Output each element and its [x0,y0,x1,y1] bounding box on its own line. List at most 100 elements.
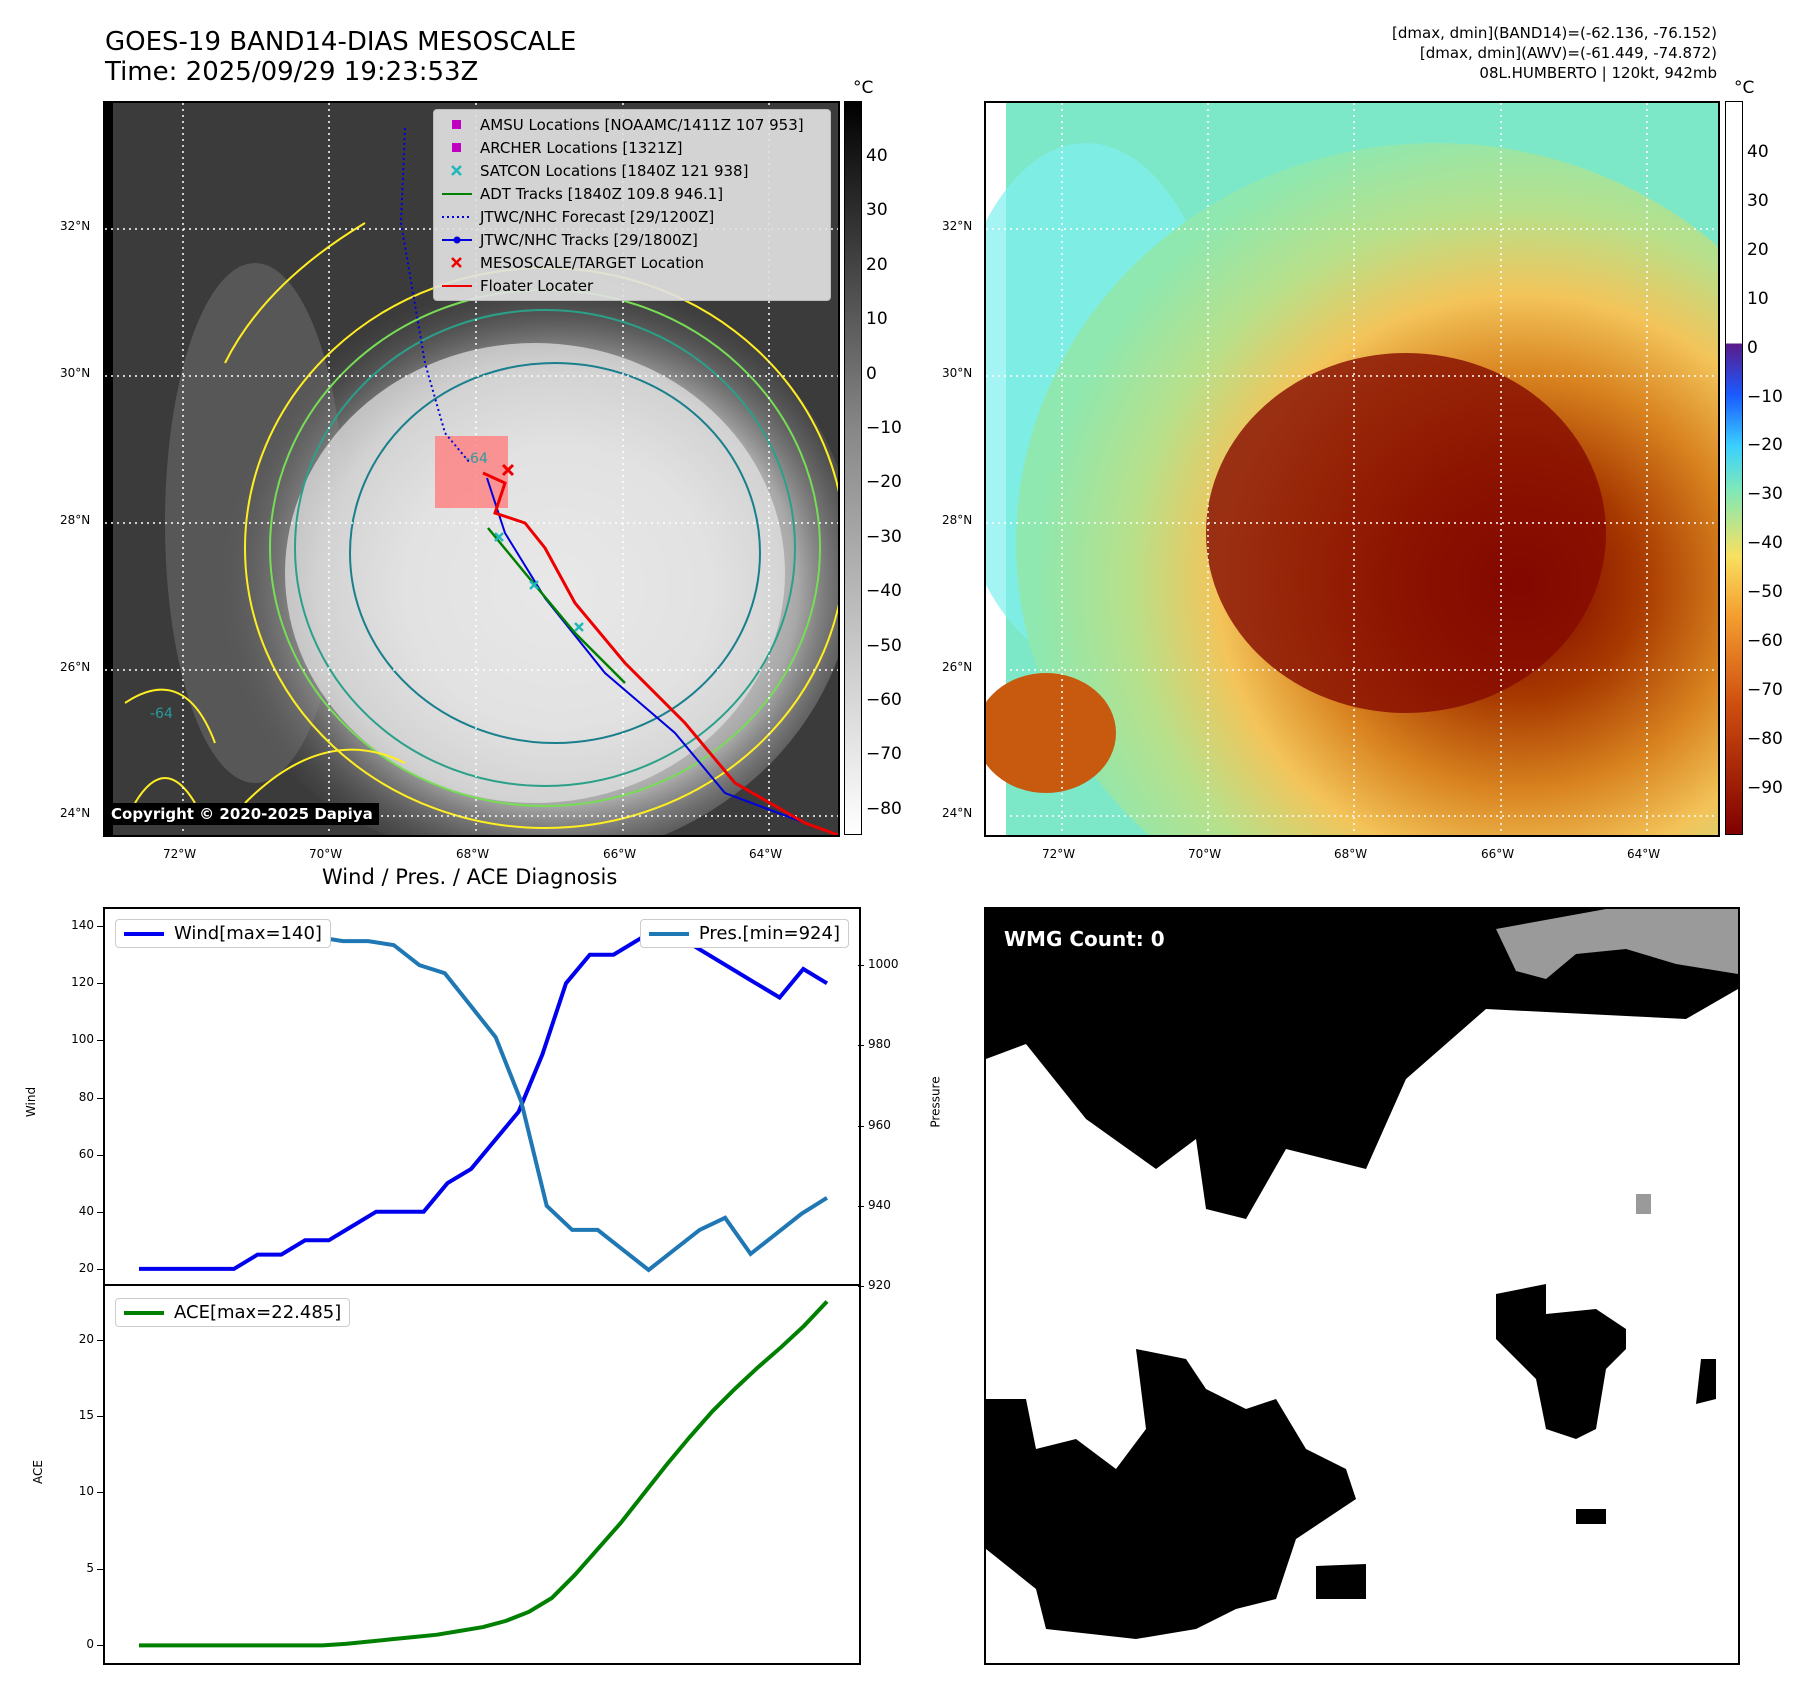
y-tick-label: 920 [868,1278,891,1292]
adt-track [487,527,626,684]
lon-tick-label: 70°W [1188,847,1222,861]
diagnosis-title: Wind / Pres. / ACE Diagnosis [322,865,618,889]
ir-colorbar-unit: °C [853,78,874,98]
legend-symbol-square [442,119,472,131]
legend-row: MESOSCALE/TARGET Location [434,251,830,274]
pres-axis-label: Pressure [928,1076,943,1128]
copyright-label: Copyright © 2020-2025 Dapiya [105,803,379,825]
lon-tick-label: 68°W [456,847,490,861]
y-tick-mark [858,1045,864,1047]
legend-row: ARCHER Locations [1321Z] [434,136,830,159]
floater-track [482,471,838,835]
y-tick-label: 15 [78,1408,94,1422]
y-tick-label: 60 [78,1146,94,1161]
legend-row: Floater Locater [434,274,830,297]
y-tick-label: 1000 [868,957,899,972]
legend-label: JTWC/NHC Forecast [29/1200Z] [480,207,715,226]
colorbar-tick-label: −10 [1747,386,1783,407]
lat-tick-label: 28°N [942,513,973,527]
lon-tick-label: 66°W [1481,847,1515,861]
y-tick-label: 980 [868,1037,891,1052]
colorbar-tick-label: −90 [1747,777,1783,798]
colorbar-tick-label: −20 [1747,435,1783,456]
legend-row: ADT Tracks [1840Z 109.8 946.1] [434,182,830,205]
pres-legend-swatch [648,931,689,936]
wind-legend-swatch [124,931,164,936]
pres-legend-label: Pres.[min=924] [698,923,840,944]
y-tick-mark [97,1154,103,1156]
legend-symbol-square [442,142,472,154]
ace-legend-swatch [124,1310,164,1315]
legend-label: ADT Tracks [1840Z 109.8 946.1] [480,184,724,203]
pres-legend: Pres.[min=924] [639,919,849,948]
lon-tick-label: 72°W [1042,847,1076,861]
awv-map [984,101,1720,837]
colorbar-tick-label: −60 [1747,631,1783,651]
wmg-count-label: WMG Count: 0 [1004,927,1165,951]
colorbar-tick-label: −60 [866,690,902,710]
y-tick-mark [97,983,103,985]
legend-label: Floater Locater [480,276,594,295]
lat-tick-label: 32°N [60,219,91,233]
lon-tick-label: 64°W [749,847,783,861]
colorbar-tick-label: 20 [1747,239,1769,260]
legend-symbol-line [442,280,472,292]
colorbar-tick-label: −80 [1747,728,1783,749]
colorbar-tick-label: −40 [1747,533,1783,554]
ir-legend: AMSU Locations [NOAAMC/1411Z 107 953] ARC… [433,109,831,301]
legend-symbol-line [442,188,472,200]
wmg-panel: WMG Count: 0 [984,907,1740,1665]
colorbar-tick-label: 0 [1747,337,1758,358]
legend-row: JTWC/NHC Forecast [29/1200Z] [434,205,830,228]
awv-colorbar-unit: °C [1734,78,1755,98]
legend-row: AMSU Locations [NOAAMC/1411Z 107 953] [434,113,830,136]
colorbar-tick-label: −50 [866,635,902,656]
legend-label: ARCHER Locations [1321Z] [480,138,683,157]
y-tick-mark [858,1205,864,1207]
legend-label: SATCON Locations [1840Z 121 938] [480,161,749,180]
lat-tick-label: 26°N [60,660,91,674]
y-tick-mark [97,1645,103,1647]
lon-tick-label: 68°W [1334,847,1368,861]
colorbar-tick-label: −50 [1747,582,1783,603]
y-tick-label: 40 [78,1203,94,1218]
legend-row: SATCON Locations [1840Z 121 938] [434,159,830,182]
contour-label-2: -64 [150,706,173,722]
y-tick-label: 20 [78,1331,94,1346]
wind-line [139,923,829,1271]
satcon-markers [494,532,584,632]
pressure-line [139,923,829,1273]
y-tick-mark [858,1125,864,1127]
colorbar-tick-label: 0 [866,363,877,384]
lon-tick-label: 66°W [603,847,637,861]
legend-label: AMSU Locations [NOAAMC/1411Z 107 953] [480,115,804,134]
colorbar-tick-label: 30 [866,200,888,221]
y-tick-mark [97,1211,103,1213]
lon-tick-label: 72°W [163,847,197,861]
y-tick-label: 0 [86,1637,94,1652]
legend-symbol-x [442,164,472,177]
lat-tick-label: 30°N [60,366,91,380]
colorbar-tick-label: −70 [866,744,902,765]
wmg-mask [986,909,1738,1663]
awv-colorbar [1725,101,1743,835]
y-tick-label: 140 [71,918,94,933]
colorbar-tick-label: −80 [866,798,902,819]
y-tick-label: 20 [78,1260,94,1275]
colorbar-tick-label: −20 [866,472,902,493]
legend-label: JTWC/NHC Tracks [29/1800Z] [480,230,698,249]
colorbar-tick-label: −40 [866,581,902,602]
y-tick-mark [858,1286,864,1287]
y-tick-mark [97,1040,103,1042]
lat-tick-label: 24°N [942,806,973,820]
legend-symbol-linedot [442,234,472,246]
colorbar-tick-label: 10 [866,309,888,330]
info-storm: 08L.HUMBERTO | 120kt, 942mb [1479,64,1717,82]
ace-plot: ACE[max=22.485] [103,1284,861,1665]
colorbar-tick-label: −30 [1747,484,1783,505]
y-tick-mark [97,1097,103,1099]
awv-gridlines [986,103,1718,835]
ace-line [139,1300,829,1648]
y-tick-label: 10 [78,1484,94,1499]
target-marker [501,463,515,477]
